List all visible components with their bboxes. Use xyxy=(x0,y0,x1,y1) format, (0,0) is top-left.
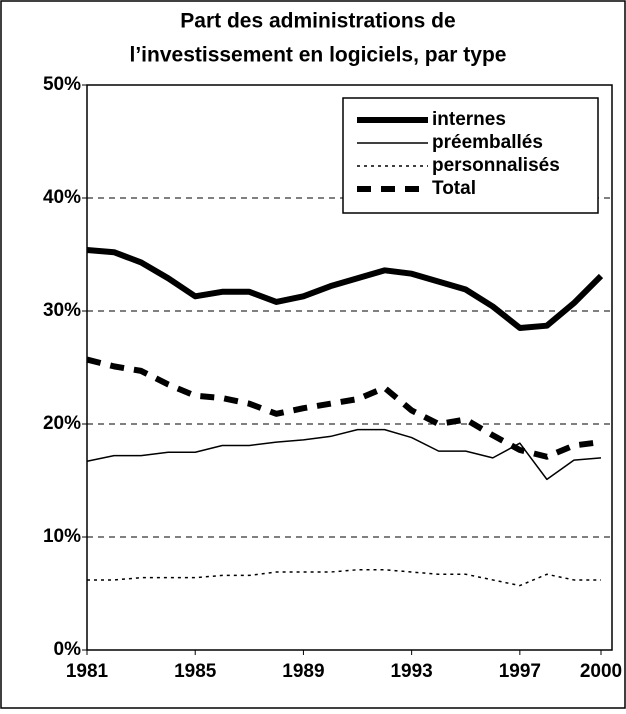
x-tick-label: 1989 xyxy=(282,661,324,682)
x-tick-label: 2000 xyxy=(580,661,622,682)
y-tick-label: 50% xyxy=(43,74,81,95)
y-tick-label: 40% xyxy=(43,187,81,208)
y-tick-label: 30% xyxy=(43,300,81,321)
legend-label: préemballés xyxy=(432,132,543,153)
legend-label: personnalisés xyxy=(432,155,560,176)
series-line xyxy=(86,246,604,331)
x-tick-label: 1993 xyxy=(390,661,432,682)
y-tick-label: 20% xyxy=(43,413,81,434)
chart-title: Part des administrations de xyxy=(180,10,455,33)
y-tick-label: 0% xyxy=(54,639,82,660)
series-line xyxy=(86,356,602,460)
series-line xyxy=(87,569,601,587)
x-tick-label: 1997 xyxy=(499,661,541,682)
chart-title: l’investissement en logiciels, par type xyxy=(130,44,507,67)
x-tick-label: 1985 xyxy=(174,661,217,682)
legend-label: internes xyxy=(432,109,506,130)
x-tick-label: 1981 xyxy=(66,661,109,682)
y-tick-label: 10% xyxy=(43,526,81,547)
plot-area xyxy=(86,84,613,651)
legend-label: Total xyxy=(432,178,476,199)
